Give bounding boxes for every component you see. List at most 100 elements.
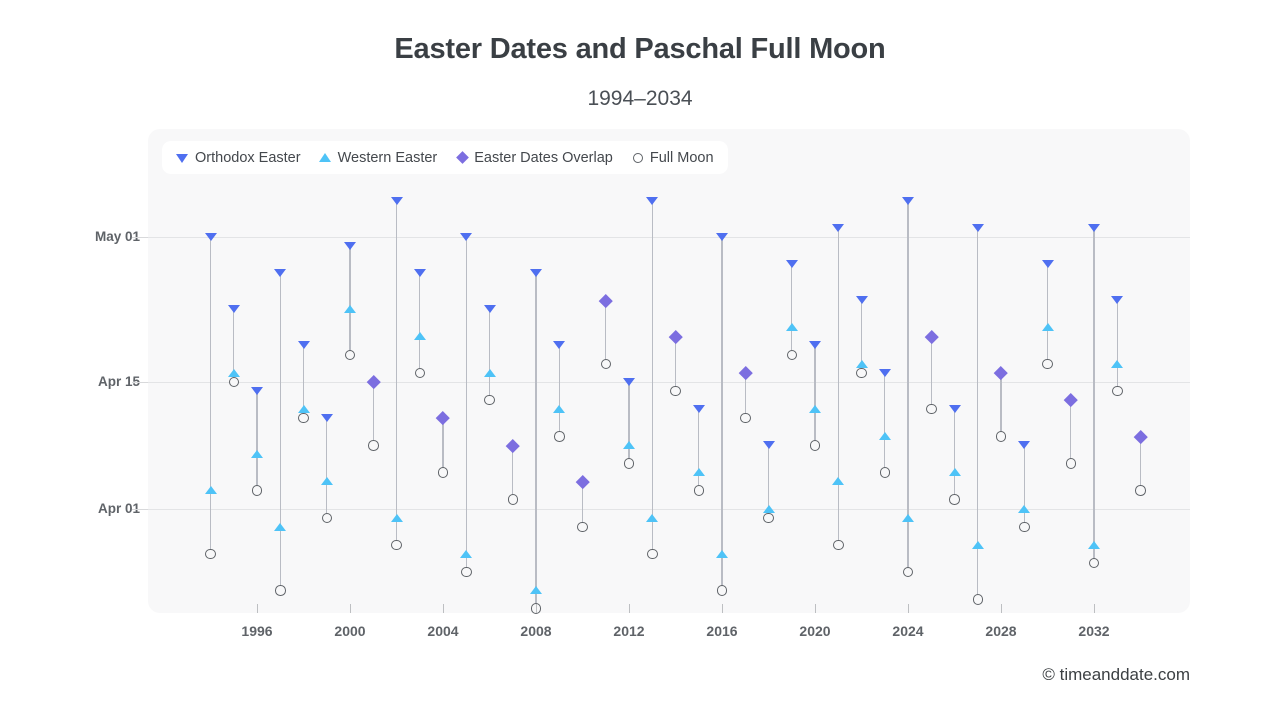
western-easter-marker[interactable]: [855, 359, 868, 368]
western-easter-marker[interactable]: [902, 513, 914, 522]
easter-dates-overlap-marker[interactable]: [436, 411, 450, 425]
full-moon-marker[interactable]: [926, 403, 937, 415]
western-easter-marker[interactable]: [297, 404, 310, 413]
orthodox-easter-marker[interactable]: [832, 223, 845, 232]
western-easter-marker[interactable]: [971, 540, 984, 549]
western-easter-marker[interactable]: [320, 477, 333, 486]
full-moon-marker[interactable]: [763, 512, 774, 524]
western-easter-marker[interactable]: [948, 468, 961, 477]
easter-dates-overlap-marker[interactable]: [994, 366, 1008, 380]
western-easter-marker[interactable]: [785, 323, 798, 332]
full-moon-marker[interactable]: [740, 412, 751, 424]
orthodox-easter-marker[interactable]: [553, 341, 566, 350]
western-easter-marker[interactable]: [553, 404, 566, 413]
full-moon-marker[interactable]: [1019, 521, 1030, 533]
western-easter-marker[interactable]: [530, 586, 542, 595]
western-easter-marker[interactable]: [623, 441, 635, 450]
full-moon-marker[interactable]: [1042, 358, 1053, 370]
full-moon-marker[interactable]: [600, 358, 611, 370]
full-moon-marker[interactable]: [623, 458, 635, 469]
full-moon-marker[interactable]: [437, 467, 449, 478]
full-moon-marker[interactable]: [228, 376, 239, 388]
easter-dates-overlap-marker[interactable]: [738, 366, 752, 380]
easter-dates-overlap-marker[interactable]: [924, 329, 938, 344]
orthodox-easter-marker[interactable]: [1088, 223, 1100, 232]
orthodox-easter-marker[interactable]: [902, 196, 914, 205]
easter-dates-overlap-marker[interactable]: [668, 329, 683, 344]
western-easter-marker[interactable]: [204, 486, 217, 495]
full-moon-marker[interactable]: [716, 585, 728, 596]
orthodox-easter-marker[interactable]: [1111, 296, 1124, 305]
legend-item-orthodox-easter[interactable]: Orthodox Easter: [176, 150, 301, 166]
orthodox-easter-marker[interactable]: [530, 268, 542, 277]
orthodox-easter-marker[interactable]: [948, 404, 961, 413]
western-easter-marker[interactable]: [227, 368, 240, 377]
orthodox-easter-marker[interactable]: [251, 386, 263, 395]
orthodox-easter-marker[interactable]: [297, 341, 310, 350]
full-moon-marker[interactable]: [414, 367, 425, 379]
orthodox-easter-marker[interactable]: [204, 232, 217, 241]
full-moon-marker[interactable]: [275, 585, 286, 596]
full-moon-marker[interactable]: [1065, 458, 1076, 469]
western-easter-marker[interactable]: [692, 468, 705, 477]
western-easter-marker[interactable]: [809, 404, 821, 413]
easter-dates-overlap-marker[interactable]: [506, 438, 520, 453]
western-easter-marker[interactable]: [878, 432, 891, 441]
orthodox-easter-marker[interactable]: [971, 223, 984, 232]
orthodox-easter-marker[interactable]: [344, 241, 356, 250]
orthodox-easter-marker[interactable]: [320, 413, 333, 422]
full-moon-marker[interactable]: [1088, 557, 1100, 569]
western-easter-marker[interactable]: [832, 477, 845, 486]
orthodox-easter-marker[interactable]: [646, 196, 659, 205]
full-moon-marker[interactable]: [693, 485, 704, 496]
orthodox-easter-marker[interactable]: [809, 341, 821, 350]
full-moon-marker[interactable]: [949, 494, 960, 505]
full-moon-marker[interactable]: [321, 512, 332, 524]
orthodox-easter-marker[interactable]: [716, 232, 728, 241]
easter-dates-overlap-marker[interactable]: [575, 474, 590, 489]
orthodox-easter-marker[interactable]: [623, 377, 635, 386]
orthodox-easter-marker[interactable]: [227, 305, 240, 314]
western-easter-marker[interactable]: [344, 305, 356, 314]
full-moon-marker[interactable]: [554, 431, 565, 442]
full-moon-marker[interactable]: [995, 431, 1007, 442]
easter-dates-overlap-marker[interactable]: [599, 293, 613, 308]
orthodox-easter-marker[interactable]: [1041, 259, 1054, 268]
orthodox-easter-marker[interactable]: [692, 404, 705, 413]
western-easter-marker[interactable]: [390, 513, 403, 522]
full-moon-marker[interactable]: [251, 485, 263, 496]
easter-dates-overlap-marker[interactable]: [1064, 393, 1078, 407]
orthodox-easter-marker[interactable]: [483, 305, 496, 314]
full-moon-marker[interactable]: [972, 594, 983, 605]
orthodox-easter-marker[interactable]: [878, 368, 891, 377]
orthodox-easter-marker[interactable]: [413, 268, 426, 277]
full-moon-marker[interactable]: [856, 367, 867, 379]
full-moon-marker[interactable]: [391, 539, 402, 551]
western-easter-marker[interactable]: [460, 549, 473, 558]
legend-item-easter-dates-overlap[interactable]: Easter Dates Overlap: [455, 150, 613, 166]
orthodox-easter-marker[interactable]: [274, 268, 287, 277]
western-easter-marker[interactable]: [1111, 359, 1124, 368]
full-moon-marker[interactable]: [786, 349, 797, 361]
western-easter-marker[interactable]: [1018, 504, 1031, 513]
full-moon-marker[interactable]: [298, 412, 309, 424]
orthodox-easter-marker[interactable]: [785, 259, 798, 268]
western-easter-marker[interactable]: [413, 332, 426, 341]
full-moon-marker[interactable]: [484, 394, 495, 406]
full-moon-marker[interactable]: [879, 467, 890, 478]
full-moon-marker[interactable]: [507, 494, 518, 505]
western-easter-marker[interactable]: [483, 368, 496, 377]
full-moon-marker[interactable]: [647, 548, 658, 560]
easter-dates-overlap-marker[interactable]: [1133, 429, 1148, 444]
full-moon-marker[interactable]: [344, 349, 356, 361]
full-moon-marker[interactable]: [577, 521, 588, 533]
full-moon-marker[interactable]: [809, 440, 821, 451]
orthodox-easter-marker[interactable]: [855, 296, 868, 305]
western-easter-marker[interactable]: [646, 513, 659, 522]
western-easter-marker[interactable]: [762, 504, 775, 513]
orthodox-easter-marker[interactable]: [762, 441, 775, 450]
western-easter-marker[interactable]: [1088, 540, 1100, 549]
full-moon-marker[interactable]: [833, 539, 844, 551]
western-easter-marker[interactable]: [274, 522, 287, 531]
western-easter-marker[interactable]: [1041, 323, 1054, 332]
